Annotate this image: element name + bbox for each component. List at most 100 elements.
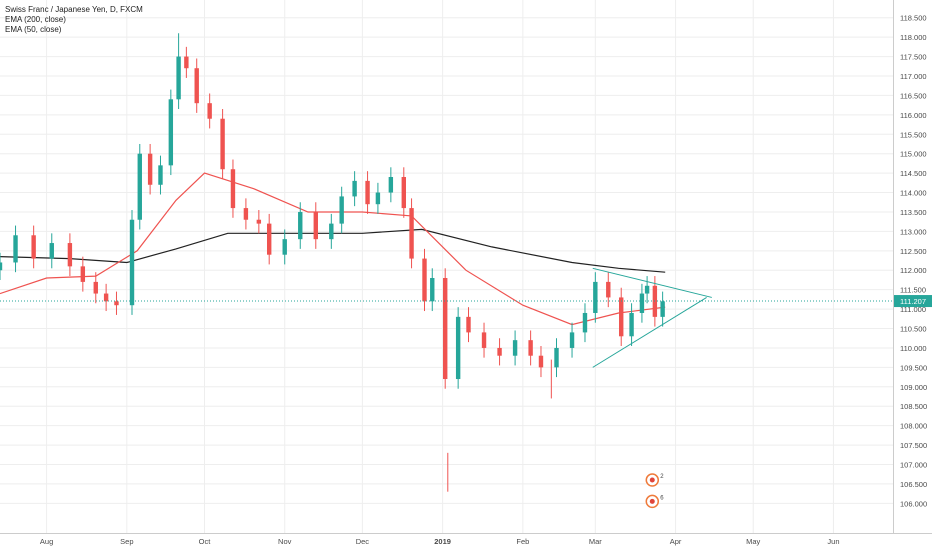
candle-body xyxy=(147,153,153,185)
last-price-tag xyxy=(894,295,932,308)
price-tick-label: 110.000 xyxy=(900,344,927,353)
candle-body xyxy=(329,223,334,240)
ema200-legend-label[interactable]: EMA (200, close) xyxy=(5,15,66,24)
price-tick-label: 108.500 xyxy=(900,402,927,411)
candle-body xyxy=(538,355,544,368)
candle-body xyxy=(176,56,181,100)
candles-layer xyxy=(0,33,665,492)
time-tick-label: May xyxy=(746,537,760,546)
candle-body xyxy=(569,332,575,348)
price-tick-label: 115.500 xyxy=(900,130,927,139)
candle-body xyxy=(644,285,650,294)
event-marker-dot xyxy=(649,498,655,504)
candle-body xyxy=(430,278,435,302)
price-axis[interactable]: 118.500 118.000 117.500 117.000 116.500 116.0… xyxy=(893,0,932,550)
candle-body xyxy=(365,180,370,205)
price-tick-label: 113.500 xyxy=(900,208,927,217)
candle-body xyxy=(114,301,119,306)
candle-body xyxy=(606,281,611,298)
event-count-label: 2 xyxy=(660,474,664,480)
price-tick-label: 107.000 xyxy=(900,460,927,469)
time-axis[interactable]: Aug Sep Oct Nov Dec 2019 Feb Mar Apr May Jun xyxy=(0,533,932,547)
events-layer[interactable]: 26 xyxy=(645,473,664,509)
candle-body xyxy=(554,347,559,368)
candle-body xyxy=(409,208,414,259)
time-tick-label: Apr xyxy=(670,537,682,546)
candle-body xyxy=(582,312,588,333)
candle-body xyxy=(13,235,18,263)
candle-body xyxy=(422,258,427,302)
time-tick-label: Aug xyxy=(40,537,53,546)
price-tick-label: 116.000 xyxy=(900,111,927,120)
candle-body xyxy=(266,223,272,255)
price-tick-label: 110.500 xyxy=(900,325,927,334)
time-tick-label: Feb xyxy=(516,537,529,546)
candle-body xyxy=(512,340,518,356)
candle-body xyxy=(443,278,448,380)
candle-body xyxy=(455,316,461,380)
symbol-title[interactable]: Swiss Franc / Japanese Yen, D, FXCM xyxy=(5,5,143,14)
ema50-legend-label[interactable]: EMA (50, close) xyxy=(5,25,62,34)
candle-body xyxy=(401,177,406,209)
candle-body xyxy=(528,340,533,356)
candle-body xyxy=(80,266,86,282)
price-tick-label: 109.500 xyxy=(900,363,927,372)
triangle-trendline xyxy=(592,297,707,368)
candle-body xyxy=(256,219,262,224)
time-tick-label: Sep xyxy=(120,537,133,546)
ema50-layer xyxy=(0,172,666,326)
candle-body xyxy=(375,192,381,205)
price-tick-label: 115.000 xyxy=(900,150,927,159)
time-tick-label: Dec xyxy=(356,537,370,546)
candle-body xyxy=(168,99,174,166)
price-tick-label: 112.000 xyxy=(900,266,927,275)
event-marker-dot xyxy=(649,477,655,483)
candle-body xyxy=(207,103,212,119)
triangle-trendline xyxy=(592,267,712,298)
price-tick-label: 113.000 xyxy=(900,227,927,236)
candle-body xyxy=(298,211,303,240)
candle-body xyxy=(282,239,287,255)
price-tick-label: 114.000 xyxy=(900,189,927,198)
price-tick-label: 114.500 xyxy=(900,169,927,178)
candle-body xyxy=(230,169,236,209)
candle-body xyxy=(639,293,645,313)
time-tick-label: Oct xyxy=(199,537,212,546)
price-tick-label: 112.500 xyxy=(900,247,927,256)
candle-body xyxy=(352,180,357,197)
price-tick-label: 109.000 xyxy=(900,383,927,392)
price-tick-label: 118.000 xyxy=(900,33,927,42)
event-count-label: 6 xyxy=(660,495,664,501)
price-axis-bg xyxy=(893,0,932,550)
candle-body xyxy=(220,118,225,170)
price-tick-label: 117.500 xyxy=(900,53,927,62)
time-tick-label: 2019 xyxy=(434,537,451,546)
candle-body xyxy=(466,316,471,333)
time-tick-label: Nov xyxy=(278,537,292,546)
candle-body xyxy=(49,243,54,259)
candle-body xyxy=(339,196,344,224)
candle-body xyxy=(497,347,502,356)
candle-body xyxy=(129,219,135,306)
ema50-line xyxy=(0,172,666,326)
candle-body xyxy=(313,211,318,240)
price-tick-label: 106.500 xyxy=(900,480,927,489)
price-tick-label: 111.500 xyxy=(900,286,926,295)
candle-body xyxy=(660,301,665,317)
trendlines-layer[interactable] xyxy=(592,267,712,368)
candle-body xyxy=(103,293,109,302)
candle-body xyxy=(31,235,36,259)
price-tick-label: 106.000 xyxy=(900,499,927,508)
candle-body xyxy=(194,68,199,104)
price-tick-label: 107.500 xyxy=(900,441,927,450)
price-tick-label: 108.000 xyxy=(900,422,927,431)
candle-body xyxy=(481,332,487,348)
time-tick-label: Mar xyxy=(589,537,602,546)
last-price-tag-text: 111.207 xyxy=(900,297,926,306)
candle-body xyxy=(67,243,73,267)
candle-body xyxy=(93,281,98,294)
price-tick-label: 116.500 xyxy=(900,91,927,100)
candle-body xyxy=(629,312,634,337)
ema200-layer xyxy=(0,228,666,273)
